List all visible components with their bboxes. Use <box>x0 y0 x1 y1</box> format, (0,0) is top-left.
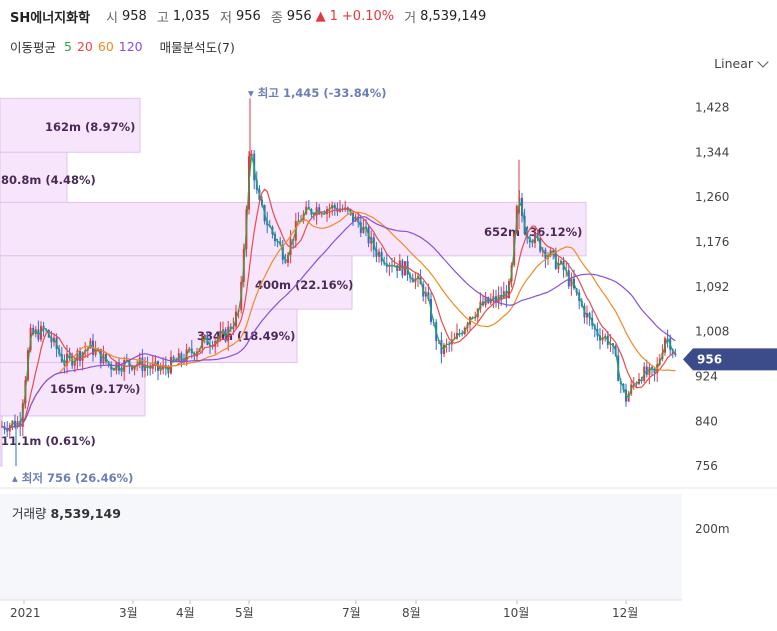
volume-profile-label: 80.8m (4.48%) <box>1 173 96 187</box>
high-value: 1,035 <box>172 8 211 24</box>
y-tick-label: 1,176 <box>695 235 729 249</box>
y-tick-label: 756 <box>695 459 718 473</box>
scale-mode-label: Linear <box>714 56 753 71</box>
ma-title[interactable]: 이동평균 <box>10 40 57 55</box>
low-value: 956 <box>236 8 261 24</box>
high-annotation: ▾ 최고 1,445 (-33.84%) <box>248 86 387 100</box>
volume-panel-title: 거래량 8,539,149 <box>12 503 121 522</box>
volume-profile-bar <box>0 255 353 310</box>
volume-value: 8,539,149 <box>420 8 487 24</box>
y-tick-label: 840 <box>695 414 718 428</box>
scale-mode-dropdown[interactable]: Linear <box>714 55 769 71</box>
annotations: ▾ 최고 1,445 (-33.84%) ▴ 최저 756 (26.46%) 956 <box>12 86 777 485</box>
current-price-tag <box>683 348 777 371</box>
moving-average-legend: 이동평균 5 20 60 120 매물분석도(7) <box>10 37 235 56</box>
stock-name: SH에너지화학 <box>10 10 91 26</box>
ma-60[interactable]: 60 <box>97 39 114 54</box>
stock-header: SH에너지화학 시 958 고 1,035 저 956 종 956 ▲ 1 +0… <box>10 6 486 26</box>
x-tick-label: 5월 <box>235 606 254 620</box>
x-tick-label: 3월 <box>119 606 138 620</box>
change-arrow-icon: ▲ <box>315 8 326 24</box>
open-label: 시 <box>106 10 119 26</box>
time-axis: 2021 3월 4월 5월 7월 8월 10월 12월 <box>10 600 638 620</box>
ma-20[interactable]: 20 <box>76 39 93 54</box>
volume-label: 거 <box>404 10 417 26</box>
x-tick-label: 2021 <box>10 606 41 620</box>
volume-profile-label: 162m (8.97%) <box>45 120 135 134</box>
volume-profile-layer: 162m (8.97%) 80.8m (4.48%) 652m (36.12%) 40… <box>0 97 587 467</box>
volume-panel-bg <box>0 494 682 600</box>
y-tick-label: 1,092 <box>695 280 729 294</box>
close-value: 956 <box>286 8 312 24</box>
low-label: 저 <box>220 10 232 26</box>
ma-5[interactable]: 5 <box>64 39 72 54</box>
price-axis: 1,428 1,344 1,260 1,176 1,092 1,008 924 840 756 <box>695 100 729 473</box>
x-tick-label: 4월 <box>176 606 195 620</box>
y-tick-label: 1,260 <box>695 190 729 204</box>
x-tick-label: 7월 <box>342 606 361 620</box>
open-value: 958 <box>122 8 147 24</box>
close-label: 종 <box>270 10 283 26</box>
volume-profile-bar <box>0 151 68 203</box>
y-tick-label: 1,344 <box>695 145 729 159</box>
volume-profile-bar <box>0 97 141 153</box>
y-tick-label: 1,008 <box>695 325 729 339</box>
volume-total: 8,539,149 <box>50 506 121 521</box>
x-tick-label: 8월 <box>402 606 421 620</box>
volume-title: 거래량 <box>12 506 47 521</box>
low-annotation: ▴ 최저 756 (26.46%) <box>12 471 133 485</box>
change-value: 1 <box>329 8 338 24</box>
ma-line-20 <box>1 188 676 430</box>
ma-line-60 <box>1 211 676 430</box>
ma-120[interactable]: 120 <box>118 39 143 54</box>
volume-profile-toggle[interactable]: 매물분석도(7) <box>159 40 235 55</box>
volume-y-tick: 200m <box>695 522 730 536</box>
change-pct: +0.10% <box>341 8 395 24</box>
high-label: 고 <box>156 10 169 26</box>
volume-profile-label: 11.1m (0.61%) <box>1 434 96 448</box>
x-tick-label: 10월 <box>503 606 529 620</box>
volume-profile-label: 165m (9.17%) <box>50 382 140 396</box>
volume-profile-label: 334m (18.49%) <box>197 329 295 343</box>
ma-line-120 <box>1 216 676 430</box>
volume-profile-label: 400m (22.16%) <box>255 278 353 292</box>
volume-profile-bar <box>0 415 3 467</box>
x-tick-label: 12월 <box>612 606 638 620</box>
current-price-label: 956 <box>697 352 722 366</box>
moving-average-lines <box>1 154 676 432</box>
y-tick-label: 924 <box>695 369 718 383</box>
y-tick-label: 1,428 <box>695 100 729 114</box>
volume-profile-label: 652m (36.12%) <box>484 225 582 239</box>
